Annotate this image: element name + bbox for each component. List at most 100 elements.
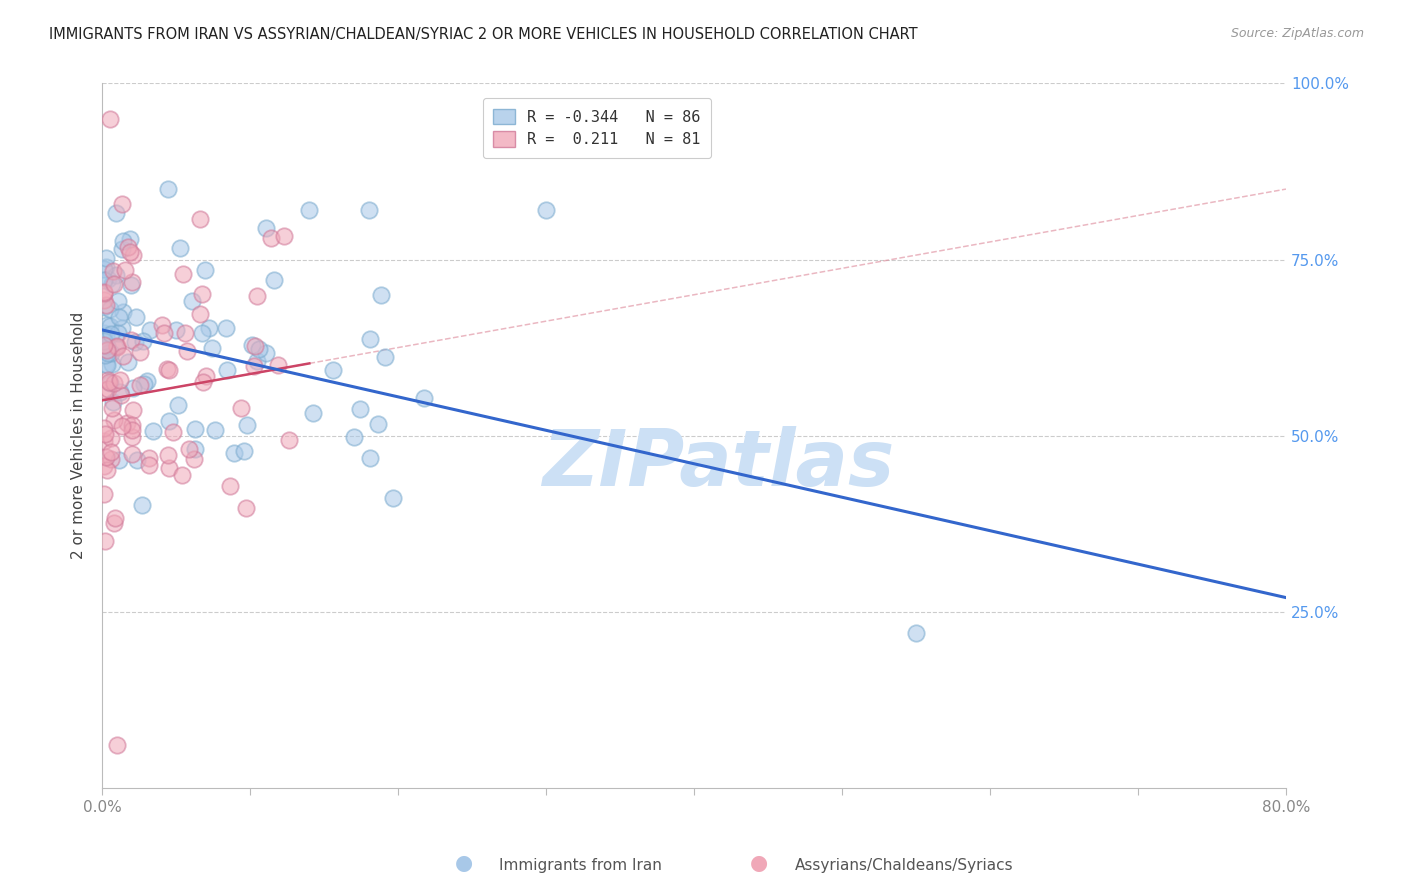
Point (357, 203, 380, 218)
Point (322, 363, 344, 377)
Point (93, 421, 115, 435)
Point (162, 425, 184, 440)
Text: Source: ZipAtlas.com: Source: ZipAtlas.com (1230, 27, 1364, 40)
Point (165, 323, 187, 337)
Point (96, 343, 118, 357)
Point (117, 355, 139, 369)
Point (104, 268, 127, 282)
Point (129, 345, 152, 359)
Point (101, 264, 124, 278)
Point (101, 357, 124, 371)
Point (121, 430, 143, 444)
Point (97, 373, 120, 387)
Point (100, 431, 122, 445)
Point (215, 363, 238, 377)
Point (177, 442, 200, 456)
Point (93, 459, 115, 474)
Point (94, 349, 117, 363)
Point (359, 332, 381, 346)
Point (104, 510, 127, 524)
Point (111, 321, 134, 335)
Point (201, 342, 224, 356)
Point (159, 363, 181, 377)
Point (103, 277, 125, 291)
Point (105, 340, 128, 354)
Point (382, 491, 405, 505)
Point (127, 452, 149, 467)
Point (103, 376, 125, 391)
Point (118, 232, 141, 246)
Point (96, 463, 118, 477)
Point (100, 451, 122, 466)
Point (129, 378, 152, 392)
Point (93, 434, 115, 449)
Point (138, 450, 160, 465)
Point (100, 444, 122, 458)
Y-axis label: 2 or more Vehicles in Household: 2 or more Vehicles in Household (72, 312, 86, 559)
Point (121, 381, 143, 395)
Point (98, 376, 121, 390)
Point (142, 424, 165, 438)
Point (181, 293, 204, 308)
Point (96, 298, 118, 312)
Point (139, 323, 162, 337)
Point (114, 263, 136, 277)
Point (254, 345, 277, 359)
Point (118, 244, 141, 259)
Point (194, 263, 217, 277)
Point (183, 452, 205, 467)
Point (97, 382, 120, 396)
Point (172, 267, 194, 281)
Point (121, 275, 143, 289)
Point (93, 487, 115, 501)
Text: ●: ● (751, 854, 768, 873)
Point (111, 196, 134, 211)
Point (349, 401, 371, 416)
Point (111, 242, 134, 256)
Point (94, 534, 117, 549)
Point (534, 203, 557, 218)
Point (122, 248, 145, 262)
Point (93, 285, 115, 300)
Point (131, 334, 153, 349)
Point (97, 346, 120, 360)
Point (267, 358, 290, 372)
Point (298, 203, 321, 218)
Point (236, 418, 259, 433)
Point (121, 447, 143, 461)
Point (190, 307, 212, 321)
Point (98, 376, 121, 390)
Point (215, 321, 238, 335)
Point (157, 414, 180, 428)
Point (246, 354, 269, 368)
Point (359, 450, 381, 465)
Point (110, 388, 132, 402)
Point (96, 318, 118, 333)
Point (94, 260, 117, 275)
Point (156, 362, 179, 376)
Point (233, 444, 256, 458)
Point (98, 112, 121, 126)
Point (218, 479, 240, 493)
Point (94, 427, 117, 442)
Point (93, 326, 115, 340)
Point (188, 212, 211, 227)
Point (343, 429, 366, 443)
Point (246, 289, 269, 303)
Point (107, 452, 129, 467)
Point (204, 423, 226, 437)
Point (150, 318, 173, 333)
Point (107, 310, 129, 325)
Point (108, 384, 131, 399)
Point (103, 516, 125, 531)
Point (374, 350, 396, 364)
Point (111, 418, 134, 433)
Point (170, 467, 193, 482)
Point (93, 338, 115, 352)
Point (112, 349, 135, 363)
Point (273, 229, 295, 244)
Point (107, 293, 129, 308)
Text: Assyrians/Chaldeans/Syriacs: Assyrians/Chaldeans/Syriacs (794, 858, 1012, 872)
Point (245, 339, 267, 353)
Point (96, 450, 118, 464)
